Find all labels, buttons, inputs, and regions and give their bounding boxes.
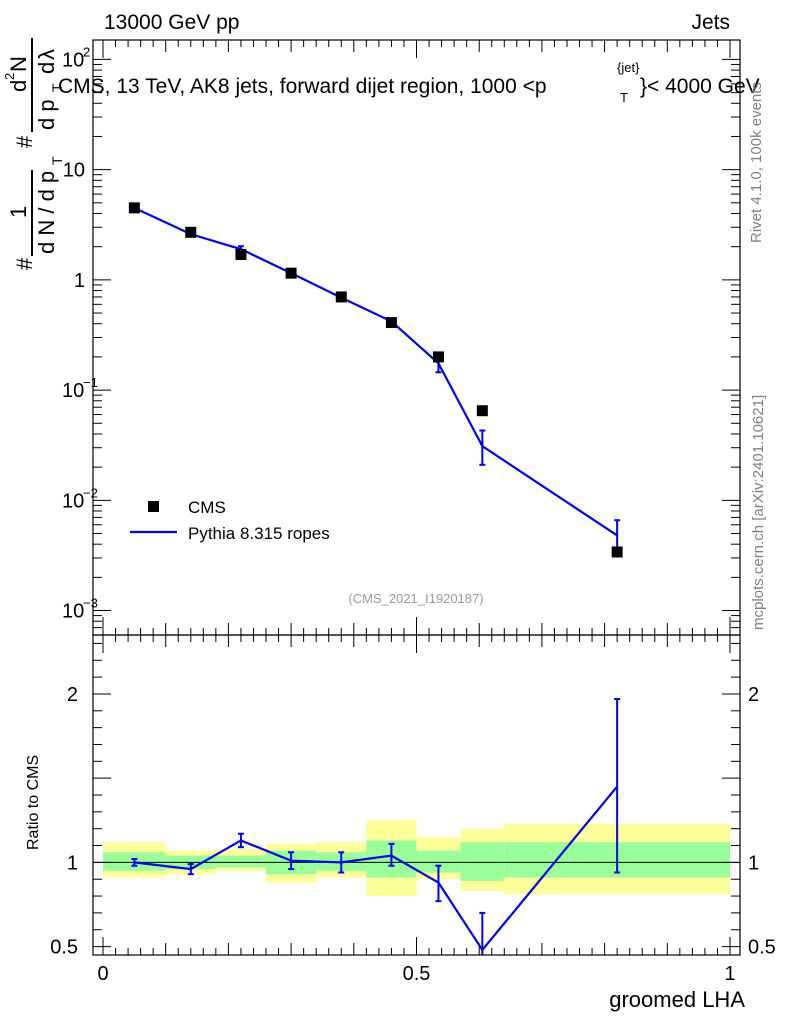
- mcplots-text: mcplots.cern.ch [arXiv:2401.10621]: [750, 395, 767, 630]
- y-tick-label-base: 10: [62, 380, 84, 402]
- y-tick-label-base: 10: [62, 49, 84, 71]
- x-axis-label: groomed LHA: [609, 987, 745, 1012]
- ratio-tick-label-left-2: 0.5: [50, 937, 78, 959]
- ratio-tick-label-right-2: 0.5: [748, 937, 776, 959]
- y-tick-label-base: 10: [62, 601, 84, 623]
- ratio-y-label: Ratio to CMS: [25, 755, 42, 850]
- x-tick-label-1: 0.5: [403, 963, 431, 985]
- y-tick-label-exp: −2: [83, 485, 98, 500]
- ratio-band-inner-7: [460, 842, 505, 881]
- y-tick-label-0: 102: [62, 44, 90, 71]
- y-axis-label: # 1 d N / d p T # d 2 N d p T d λ: [2, 38, 65, 270]
- x-tick-label-2: 1: [724, 963, 735, 985]
- header-left: 13000 GeV pp: [104, 11, 239, 34]
- main-plot-frame: [92, 39, 741, 636]
- ratio-tick-label-left-1: 1: [67, 852, 78, 874]
- ylabel-hash: #: [12, 257, 37, 270]
- y-tick-label-3: 10−1: [62, 375, 98, 402]
- y-tick-label-4: 10−2: [62, 485, 98, 512]
- cms-data-point: [385, 317, 397, 329]
- y-tick-label-1: 10: [63, 160, 85, 182]
- y-tick-label-2: 1: [74, 270, 85, 292]
- title-subscript: T: [620, 90, 628, 105]
- title-end: }< 4000 GeV: [640, 75, 760, 98]
- ratio-plot-frame: [92, 634, 741, 956]
- ylabel-dl: d: [34, 62, 59, 74]
- cms-data-point: [611, 546, 623, 558]
- y-tick-label-base: 10: [62, 490, 84, 512]
- y-tick-label-base: 1: [74, 270, 85, 292]
- legend: CMS Pythia 8.315 ropes: [130, 498, 330, 543]
- y-tick-label-base: 10: [63, 160, 85, 182]
- legend-label-cms: CMS: [188, 498, 226, 517]
- analysis-watermark: (CMS_2021_I1920187): [348, 591, 483, 606]
- legend-marker-cms: [148, 501, 159, 512]
- ylabel-denominator-sub: T: [49, 156, 65, 165]
- ylabel-dp-sub: T: [49, 83, 65, 92]
- ylabel-hash-2: #: [12, 135, 37, 148]
- ratio-tick-label-right-0: 2: [748, 684, 759, 706]
- header-right: Jets: [691, 11, 730, 34]
- title-superscript: {jet}: [617, 60, 640, 75]
- ylabel-denominator: d N / d p: [34, 171, 59, 254]
- y-tick-label-exp: −3: [83, 596, 98, 611]
- y-tick-label-5: 10−3: [62, 596, 98, 623]
- y-tick-label-exp: 2: [83, 44, 90, 59]
- legend-label-pythia: Pythia 8.315 ropes: [188, 524, 330, 543]
- cms-data-point: [235, 248, 247, 260]
- cms-data-point: [335, 291, 347, 303]
- ylabel-one: 1: [6, 206, 31, 218]
- cms-data-point: [476, 405, 488, 417]
- ylabel-lambda: λ: [34, 49, 59, 60]
- cms-data-point: [185, 226, 197, 238]
- x-tick-label-0: 0: [97, 963, 108, 985]
- cms-data-point: [285, 267, 297, 279]
- ylabel-dp: d p: [34, 99, 59, 130]
- ratio-tick-label-left-0: 2: [67, 684, 78, 706]
- cms-data-point: [128, 202, 140, 214]
- ylabel-d2-end: N: [6, 56, 31, 72]
- ylabel-d2: d: [6, 80, 31, 92]
- mc-line: [133, 206, 618, 537]
- cms-data-point: [432, 351, 444, 363]
- ratio-band-inner-6: [416, 850, 461, 873]
- rivet-version-text: Rivet 4.1.0, 100k events: [748, 82, 765, 243]
- ratio-tick-label-right-1: 1: [748, 852, 759, 874]
- ratio-band-inner-2: [215, 855, 267, 868]
- y-tick-label-exp: −1: [83, 375, 98, 390]
- title-main: CMS, 13 TeV, AK8 jets, forward dijet reg…: [58, 75, 547, 98]
- ylabel-d2-sup: 2: [2, 73, 17, 80]
- chart-title: CMS, 13 TeV, AK8 jets, forward dijet reg…: [58, 60, 760, 105]
